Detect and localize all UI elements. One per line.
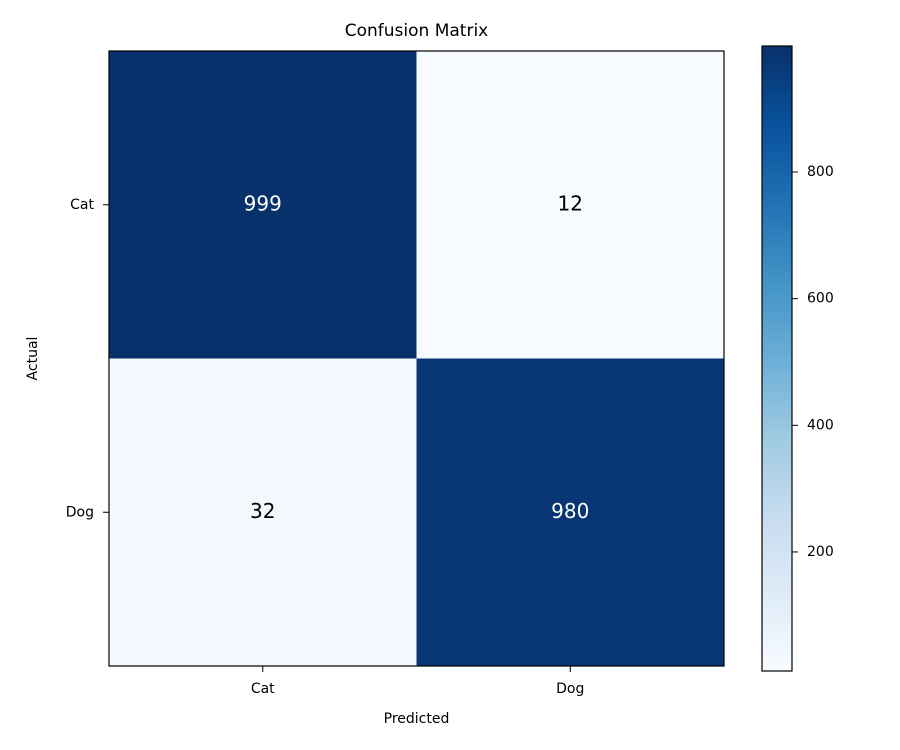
x-axis-label: Predicted [384, 711, 450, 727]
x-tick-label: Dog [556, 681, 584, 697]
y-tick-label: Cat [70, 197, 94, 213]
heatmap-cell [109, 358, 417, 666]
chart-title: Confusion Matrix [345, 21, 489, 41]
plot-frame [108, 50, 725, 667]
cell-label: 999 [244, 191, 282, 215]
cell-label: 980 [551, 499, 589, 523]
cell-label: 32 [250, 499, 275, 523]
y-tick-label: Dog [66, 504, 94, 520]
heatmap-cell [416, 51, 724, 359]
heatmap-cell [416, 358, 724, 666]
colorbar [761, 45, 793, 672]
heatmap-cell [109, 51, 417, 359]
x-tick-label: Cat [251, 681, 275, 697]
colorbar-tick-label: 800 [807, 164, 834, 180]
colorbar-tick-label: 200 [807, 544, 834, 560]
colorbar-tick-label: 600 [807, 291, 834, 307]
cell-label: 12 [558, 191, 583, 215]
y-axis-label: Actual [25, 337, 41, 381]
colorbar-tick-label: 400 [807, 417, 834, 433]
